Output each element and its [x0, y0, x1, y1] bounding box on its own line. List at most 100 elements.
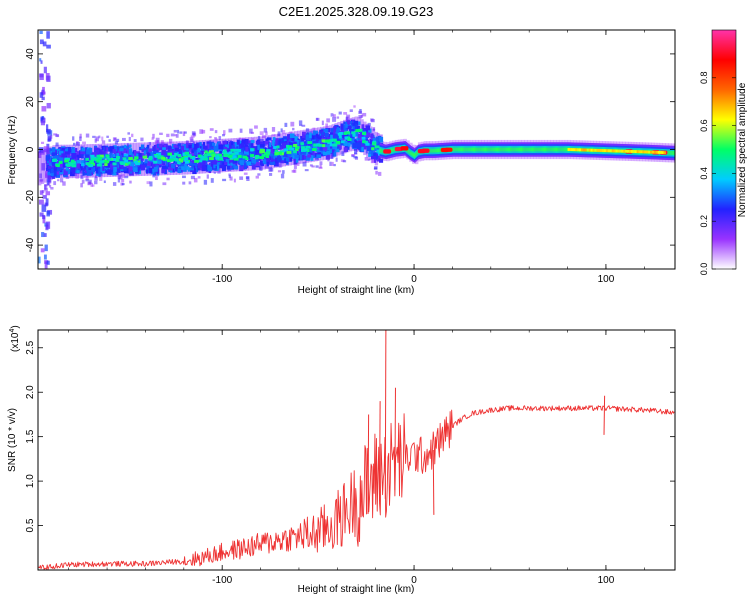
- spectrogram-cell: [62, 181, 66, 186]
- spectrogram-cell: [343, 112, 348, 115]
- spectrogram-cell: [123, 153, 129, 157]
- spectrogram-cell: [273, 161, 279, 167]
- spectrogram-cell: [333, 130, 336, 136]
- spectrogram-cell: [233, 178, 236, 183]
- spectrogram-cell: [190, 175, 195, 180]
- spectrogram-cell: [535, 147, 538, 152]
- spectrogram-cell: [270, 161, 275, 165]
- spectrogram-cell: [117, 177, 121, 183]
- spectrogram-cell: [216, 143, 219, 148]
- spectrogram-cell: [192, 147, 196, 152]
- spectrogram-cell: [150, 151, 153, 156]
- spectrogram-cell: [372, 138, 376, 143]
- spectrogram-cell: [75, 173, 79, 179]
- spectrogram-cell: [416, 150, 419, 155]
- spectrogram-cell: [188, 181, 192, 185]
- spectrogram-cell: [106, 135, 109, 138]
- spectrogram-cell: [476, 147, 478, 152]
- spectrogram-cell: [345, 123, 348, 128]
- spectrogram-cell: [271, 134, 276, 137]
- spectrogram-xtick-label: 0: [411, 274, 417, 285]
- spectrogram-cell: [266, 151, 271, 155]
- spectrogram-cell: [313, 131, 319, 137]
- snr-multiplier-exponent: 4: [9, 329, 16, 333]
- spectrogram-cell: [289, 147, 295, 151]
- spectrogram-cell: [58, 160, 63, 164]
- spectrogram-cell: [463, 147, 466, 152]
- spectrogram-cell: [140, 154, 144, 160]
- spectrogram-cell: [43, 254, 47, 260]
- spectrogram-cell: [186, 166, 190, 170]
- spectrogram-cell: [278, 163, 282, 168]
- spectrogram-cell: [481, 147, 483, 152]
- spectrogram-cell: [408, 149, 410, 154]
- spectrogram-cell: [349, 121, 352, 125]
- spectrogram-cell: [116, 156, 120, 160]
- spectrogram-cell: [209, 128, 214, 131]
- spectrogram-cell: [211, 142, 216, 146]
- snr-plot-area: [38, 330, 675, 570]
- spectrogram-cell: [203, 157, 208, 161]
- spectrogram-cell: [134, 160, 138, 164]
- spectrogram-cell: [333, 128, 338, 132]
- spectrogram-cell: [196, 166, 199, 173]
- spectrogram-cell: [584, 148, 588, 152]
- spectrogram-cell: [543, 147, 546, 152]
- spectrogram-cell: [210, 178, 214, 183]
- spectrogram-cell: [302, 134, 305, 139]
- spectrogram-cell: [636, 150, 640, 154]
- spectrogram-cell: [59, 162, 63, 168]
- spectrogram-xtick-label: 100: [598, 274, 615, 285]
- spectrogram-cell: [225, 152, 230, 156]
- spectrogram-cell: [307, 141, 312, 145]
- spectrogram-cell: [547, 147, 549, 152]
- spectrogram-cell: [522, 147, 525, 152]
- spectrogram-cell: [143, 150, 146, 155]
- spectrogram-cell: [174, 152, 178, 156]
- spectrogram-cell: [323, 128, 329, 133]
- spectrogram-cell: [372, 128, 375, 132]
- spectrogram-cell: [328, 139, 334, 143]
- spectrogram-cell: [214, 130, 218, 134]
- spectrogram-cell: [180, 163, 185, 169]
- spectrogram-xlabel: Height of straight line (km): [298, 285, 415, 296]
- spectrogram-cell: [358, 121, 361, 126]
- spectrogram-cell: [170, 133, 175, 137]
- spectrogram-cell: [215, 156, 220, 160]
- spectrogram-cell: [189, 136, 194, 141]
- spectrogram-cell: [88, 164, 94, 168]
- spectrogram-cell: [333, 140, 337, 144]
- spectrogram-cell: [124, 162, 129, 166]
- spectrogram-cell: [167, 149, 171, 153]
- spectrogram-cell: [70, 159, 75, 163]
- spectrogram-cell: [230, 148, 235, 152]
- spectrogram-cell: [194, 149, 198, 156]
- spectrogram-cell: [215, 162, 220, 166]
- spectrogram-cell: [487, 147, 490, 152]
- spectrogram-cell: [282, 142, 287, 148]
- spectrogram-cell: [245, 146, 249, 152]
- spectrogram-cell: [103, 180, 106, 184]
- spectrogram-ylabel: Frequency (Hz): [7, 116, 18, 185]
- spectrogram-cell: [268, 172, 273, 176]
- spectrogram-cell: [336, 138, 341, 143]
- spectrogram-cell: [166, 177, 170, 181]
- spectrogram-cell: [79, 136, 82, 142]
- spectrogram-cell: [305, 152, 310, 156]
- spectrogram-cell: [254, 155, 260, 159]
- spectrogram-cell: [368, 128, 372, 133]
- spectrogram-cell: [366, 145, 372, 151]
- spectrogram-cell: [458, 147, 460, 152]
- spectrogram-cell: [149, 160, 152, 166]
- spectrogram-cell: [342, 160, 347, 163]
- spectrogram-cell: [76, 160, 81, 166]
- spectrogram-cell: [261, 154, 266, 158]
- spectrogram-cell: [313, 130, 316, 136]
- spectrogram-cell: [87, 170, 92, 176]
- spectrogram-cell: [243, 163, 247, 170]
- spectrogram-cell: [67, 146, 72, 153]
- spectrogram-cell: [45, 191, 51, 196]
- spectrogram-cell: [38, 151, 42, 158]
- spectrogram-cell: [209, 136, 212, 139]
- spectrogram-cell: [119, 147, 124, 152]
